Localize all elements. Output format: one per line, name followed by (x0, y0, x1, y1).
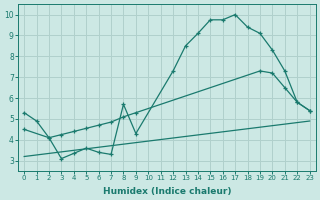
X-axis label: Humidex (Indice chaleur): Humidex (Indice chaleur) (103, 187, 231, 196)
